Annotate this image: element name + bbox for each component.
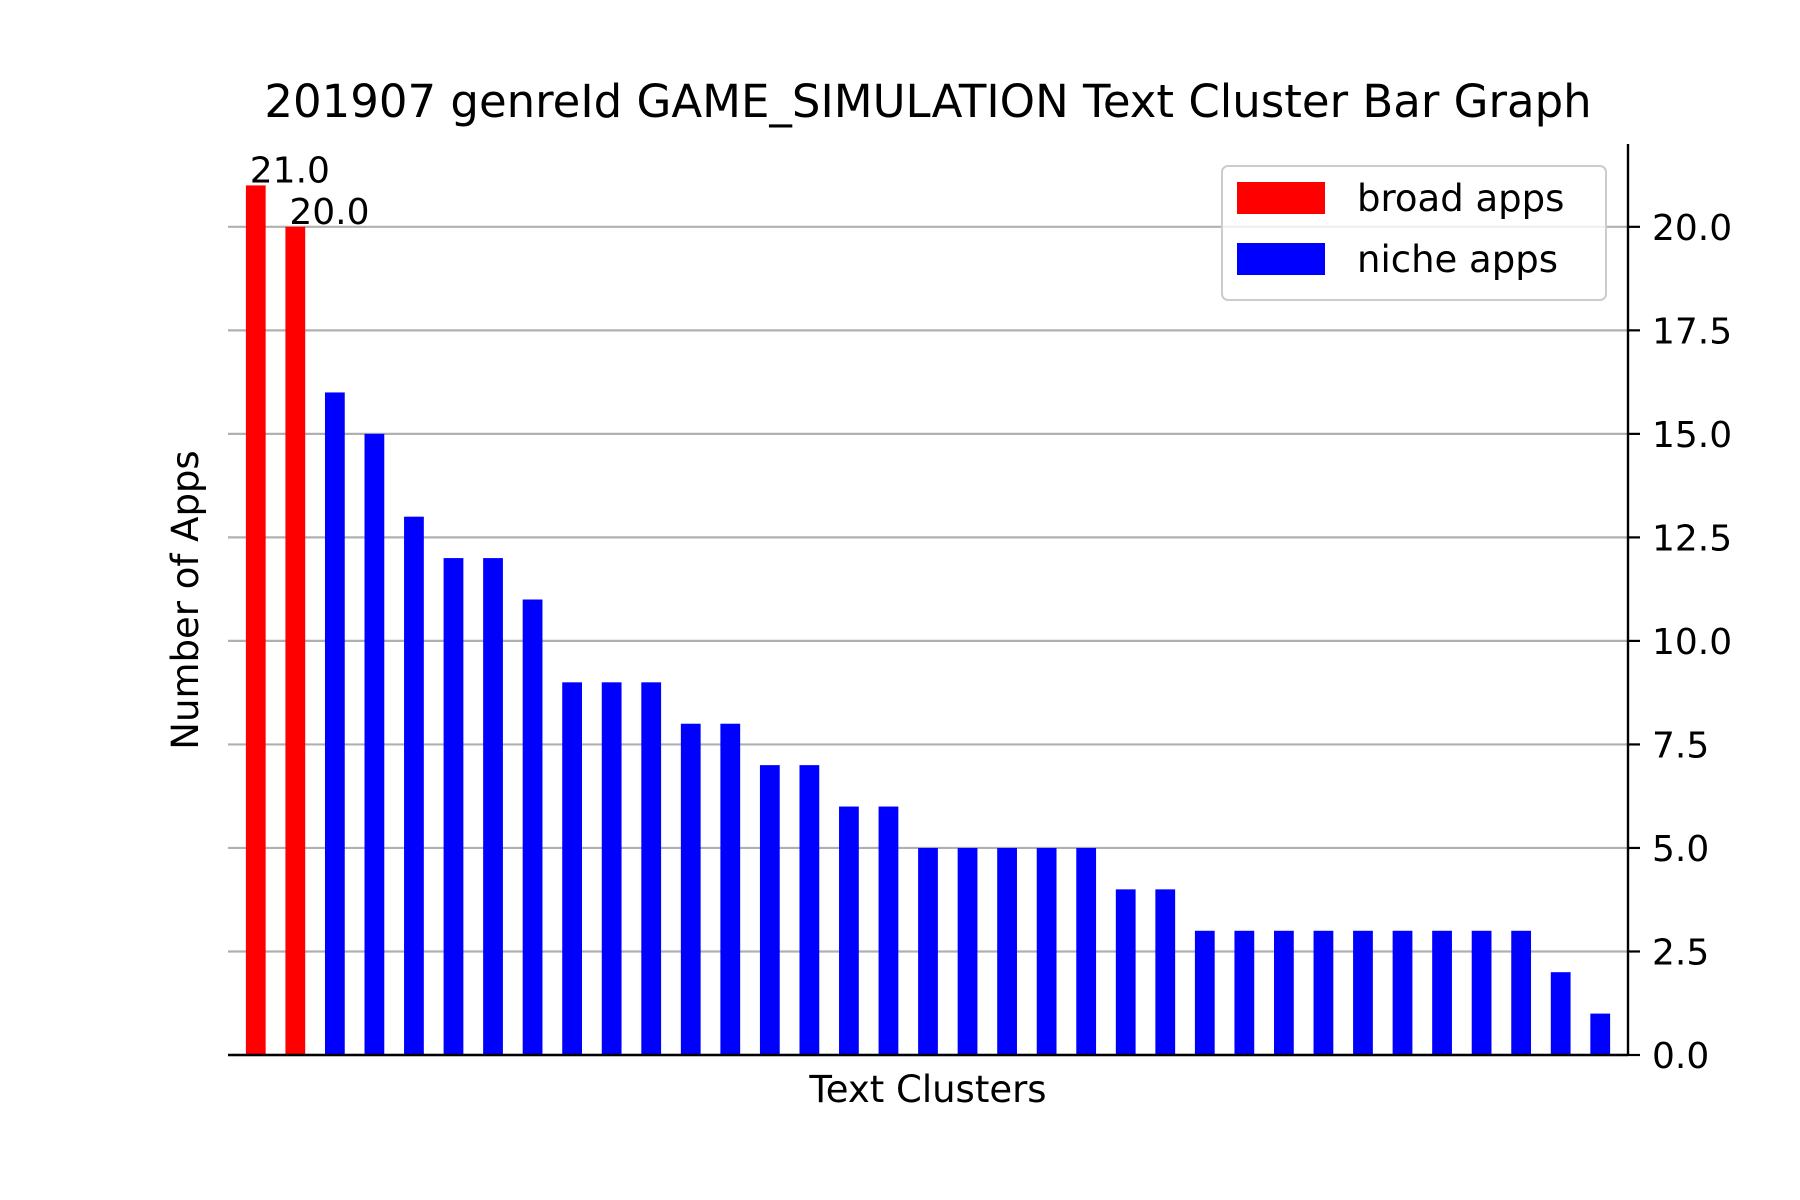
bar-niche — [957, 847, 978, 1055]
bar-niche — [1194, 930, 1215, 1055]
y-tick-label: 10.0 — [1652, 622, 1732, 663]
y-axis-label: Number of Apps — [164, 450, 207, 749]
bar-niche — [1511, 930, 1532, 1055]
data-labels: 21.020.0 — [250, 150, 370, 232]
bar-niche — [1432, 930, 1452, 1055]
y-tick-label: 17.5 — [1652, 311, 1732, 352]
bar-niche — [1353, 930, 1373, 1055]
legend-swatch-broad — [1237, 182, 1325, 214]
y-tick-label: 5.0 — [1652, 829, 1709, 870]
chart-title: 201907 genreId GAME_SIMULATION Text Clus… — [264, 75, 1591, 128]
bars — [245, 185, 1611, 1056]
bar-niche — [1234, 930, 1255, 1055]
bar-niche — [1155, 889, 1176, 1055]
bar-niche — [1115, 889, 1136, 1055]
bar-niche — [680, 723, 701, 1055]
bar-niche — [759, 765, 780, 1055]
bar-niche — [1392, 930, 1413, 1055]
legend-swatch-niche — [1237, 243, 1325, 275]
bar-niche — [483, 558, 503, 1055]
bar-niche — [443, 558, 464, 1055]
bar-niche — [324, 392, 345, 1055]
bar-niche — [839, 806, 859, 1055]
bar-niche — [1590, 1013, 1611, 1055]
bar-value-label: 20.0 — [289, 192, 369, 233]
legend-label-niche: niche apps — [1357, 238, 1558, 281]
bar-niche — [1471, 930, 1492, 1055]
bar-niche — [799, 765, 820, 1055]
bar-niche — [1036, 847, 1057, 1055]
y-tick-label: 12.5 — [1652, 518, 1732, 559]
bar-niche — [997, 847, 1017, 1055]
bar-niche — [878, 806, 899, 1055]
bar-niche — [918, 847, 938, 1055]
bar-niche — [364, 433, 385, 1055]
bar-niche — [404, 516, 424, 1055]
y-tick-label: 7.5 — [1652, 725, 1709, 766]
bar-broad — [245, 185, 266, 1056]
y-tick-label: 20.0 — [1652, 208, 1732, 249]
bar-niche — [601, 682, 622, 1055]
bar-niche — [1550, 972, 1571, 1055]
axes — [228, 144, 1630, 1057]
bar-niche — [720, 723, 741, 1055]
y-tick-label: 15.0 — [1652, 415, 1732, 456]
bar-niche — [1076, 847, 1097, 1055]
y-tick-label: 0.0 — [1652, 1036, 1709, 1077]
y-tick-label: 2.5 — [1652, 932, 1709, 973]
bar-niche — [522, 599, 543, 1055]
bar-value-label: 21.0 — [250, 150, 330, 191]
legend-label-broad: broad apps — [1357, 177, 1564, 220]
x-axis-label: Text Clusters — [808, 1068, 1046, 1111]
bar-broad — [285, 226, 306, 1055]
y-ticks: 0.0 2.5 5.0 7.5 10.0 12.5 15.0 17.5 20.0 — [1628, 208, 1732, 1077]
bar-niche — [1274, 930, 1294, 1055]
bar-niche — [1313, 930, 1334, 1055]
bar-niche — [562, 682, 582, 1055]
bar-niche — [641, 682, 662, 1055]
legend: broad apps niche apps — [1221, 165, 1607, 301]
